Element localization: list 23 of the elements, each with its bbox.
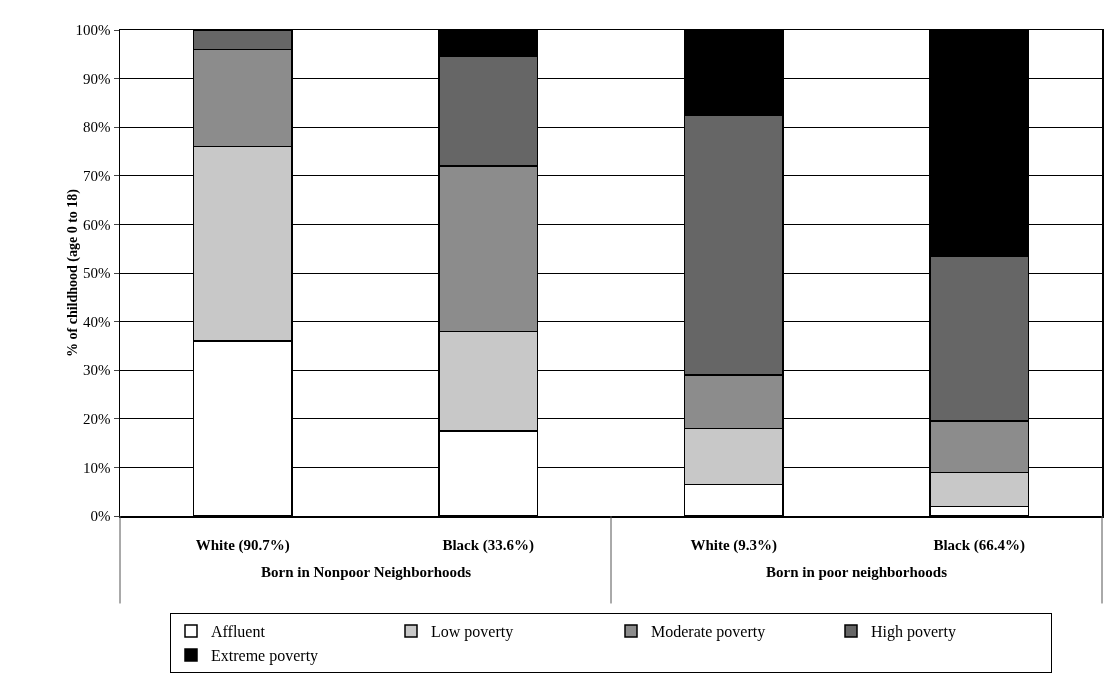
- x-tick-label: Black (66.4%): [933, 536, 1026, 554]
- y-axis-title: % of childhood (age 0 to 18): [65, 188, 81, 357]
- y-tick-label: 100%: [75, 22, 111, 39]
- y-tick-label: 30%: [83, 362, 111, 379]
- y-tick-label: 90%: [83, 70, 111, 87]
- y-tick-label: 50%: [83, 265, 111, 282]
- y-tick-label: 70%: [83, 168, 111, 185]
- y-tick-label: 20%: [83, 411, 111, 428]
- x-tick-label: White (9.3%): [690, 536, 778, 554]
- text: Born in poor neighborhoods: [766, 564, 948, 580]
- text: Born in Nonpoor Neighborhoods: [261, 564, 472, 580]
- legend-label: Low poverty: [431, 623, 514, 642]
- y-tick-label: 10%: [83, 459, 111, 476]
- x-tick-label: White (90.7%): [195, 536, 290, 554]
- y-tick-label: 80%: [83, 119, 111, 136]
- legend-label: Affluent: [211, 623, 266, 641]
- y-tick-label: 0%: [90, 508, 111, 525]
- x-tick-label: Black (33.6%): [442, 536, 535, 554]
- legend-label: Moderate poverty: [651, 623, 766, 642]
- legend-label: Extreme poverty: [211, 647, 319, 666]
- legend-label: High poverty: [871, 623, 956, 642]
- y-tick-label: 60%: [83, 216, 111, 233]
- y-tick-label: 40%: [83, 313, 111, 330]
